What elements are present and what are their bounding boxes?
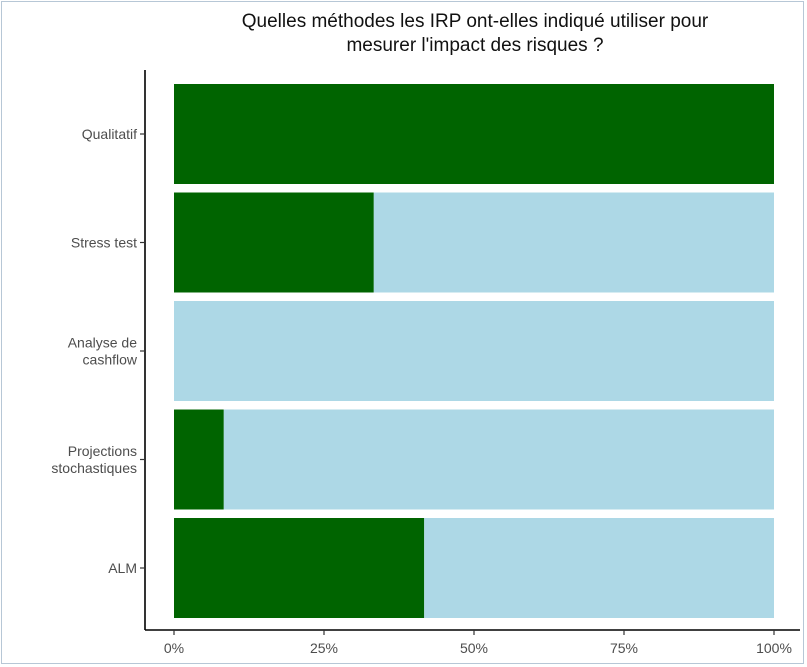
chart-title-line-1: Quelles méthodes les IRP ont-elles indiq… (241, 11, 709, 32)
bar-segment-2 (223, 409, 775, 510)
category-label: Qualitatif (82, 126, 137, 142)
bar-segment-2 (174, 301, 774, 401)
chart-title-line-2: mesurer l'impact des risques ? (346, 35, 604, 56)
category-label: cashflow (83, 352, 138, 368)
bar-segment-2 (424, 518, 774, 618)
category-label: Analyse de (68, 335, 137, 351)
x-tick-label: 0% (164, 640, 184, 656)
bar-segment-2 (373, 192, 774, 293)
x-tick-label: 50% (460, 640, 488, 656)
bar-segment-1 (174, 409, 224, 510)
x-tick-label: 100% (756, 640, 792, 656)
category-label: Projections (68, 443, 137, 459)
bar-segment-1 (174, 192, 374, 293)
bar-segment-1 (174, 518, 425, 618)
bar-segment-1 (174, 84, 774, 184)
category-label: Stress test (71, 235, 137, 251)
category-label: ALM (108, 560, 137, 576)
x-tick-label: 25% (310, 640, 338, 656)
x-tick-label: 75% (610, 640, 638, 656)
chart-title: Quelles méthodes les IRP ont-elles indiq… (140, 10, 807, 58)
category-label: stochastiques (51, 460, 137, 476)
